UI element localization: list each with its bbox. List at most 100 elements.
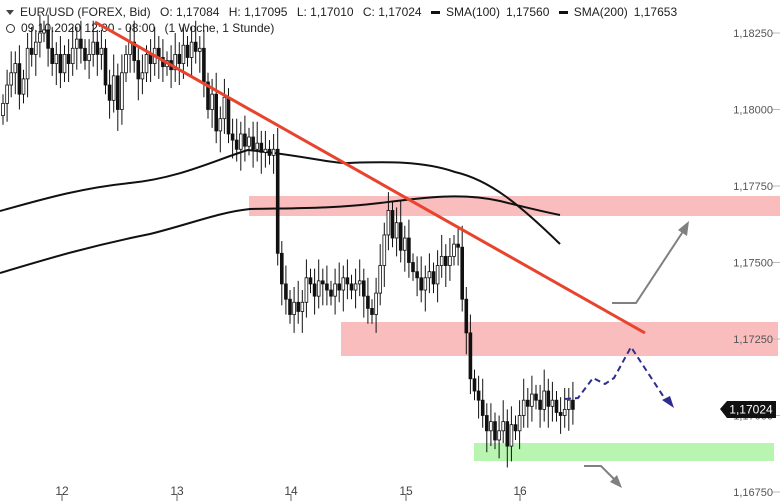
candle-body [448, 255, 452, 266]
candle-body [243, 133, 247, 147]
candle-body [29, 47, 34, 55]
candle-body [550, 399, 555, 407]
sma200-line [0, 195, 561, 274]
candle-body [34, 41, 38, 55]
candle-body [218, 118, 223, 132]
candle-body [50, 47, 54, 64]
last-price-label: 1,17024 [729, 403, 773, 417]
open-value: O: 1,17084 [160, 5, 220, 19]
candle-body [378, 265, 382, 294]
candle-body [497, 430, 501, 441]
candle-body [419, 277, 423, 291]
last-price-tag: 1,17024 [720, 401, 776, 418]
candle-body [439, 255, 444, 266]
collapse-triangle-icon[interactable] [6, 10, 14, 16]
candle-body [567, 399, 571, 410]
candle-body [435, 265, 440, 285]
candle-body [562, 408, 567, 416]
candle-body [534, 393, 538, 401]
x-tick-label: 16 [513, 484, 527, 498]
candle-body [58, 54, 63, 74]
candle-body [87, 54, 91, 61]
candle-body [230, 133, 235, 141]
candle-body [173, 54, 178, 71]
candle-body [407, 237, 411, 263]
candle-body [148, 54, 153, 64]
candle-body [234, 139, 239, 150]
candle-body [320, 280, 325, 285]
sma100-label: SMA(100) [445, 5, 500, 19]
x-tick-label: 15 [399, 484, 413, 498]
candle-body [366, 295, 370, 309]
y-tick-label: 1,17750 [733, 181, 773, 193]
candle-body [308, 277, 313, 285]
breakout-arrowhead-icon [678, 221, 689, 236]
y-tick-label: 1,18250 [733, 28, 773, 40]
candle-body [189, 41, 194, 58]
candle-body [472, 378, 477, 392]
candle-body [353, 283, 358, 291]
breakdown-arrowhead-icon [610, 475, 622, 488]
candle-body [513, 424, 518, 432]
sma100-legend-icon [430, 11, 440, 15]
candle-body [25, 47, 30, 80]
candle-body [210, 93, 214, 110]
candle-body [517, 415, 522, 432]
candle-body [83, 47, 87, 61]
candle-body [103, 47, 108, 86]
candle-body [411, 262, 415, 273]
candle-body [226, 96, 231, 135]
candle-body [337, 283, 341, 291]
candle-body [1, 102, 5, 117]
candle-body [304, 277, 309, 303]
candle-body [468, 332, 473, 380]
candle-body [62, 54, 67, 74]
candle-body [271, 148, 276, 156]
candle-body [132, 41, 137, 61]
candle-body [370, 307, 374, 315]
candle-body [177, 54, 182, 64]
candle-body [325, 283, 329, 291]
candle-body [42, 29, 46, 34]
low-value: L: 1,17010 [296, 5, 354, 19]
instrument-label: EUR/USD (FOREX, Bid) [20, 5, 151, 19]
x-tick-label: 14 [284, 484, 298, 498]
candle-body [279, 252, 284, 285]
candle-body [9, 72, 14, 86]
x-tick-label: 12 [55, 484, 69, 498]
candle-body [526, 399, 530, 407]
candle-body [214, 93, 219, 132]
candle-body [452, 243, 456, 257]
candle-body [402, 237, 407, 251]
candle-body [390, 210, 395, 239]
candle-body [464, 298, 469, 334]
candle-body [259, 142, 264, 153]
breakdown-arrow [584, 465, 616, 481]
candle-body [329, 289, 333, 297]
candle-body [538, 399, 542, 410]
chart-header: EUR/USD (FOREX, Bid) O: 1,17084 H: 1,170… [6, 5, 683, 19]
candle-body [140, 72, 145, 80]
y-tick-label: 1,17500 [733, 258, 773, 270]
candle-body [456, 243, 460, 248]
candle-body [75, 38, 79, 49]
candle-body [5, 84, 9, 104]
candle-body [361, 280, 366, 297]
candle-body [394, 222, 399, 239]
candle-body [222, 96, 227, 120]
high-value: H: 1,17095 [228, 5, 288, 19]
clock-icon [6, 24, 15, 34]
close-value: C: 1,17024 [362, 5, 422, 19]
candle-body [443, 255, 448, 266]
candle-body [357, 280, 362, 285]
breakout-arrow [612, 229, 685, 304]
candle-body [144, 54, 149, 74]
candle-body [116, 75, 120, 110]
candle-body [292, 301, 296, 315]
candle-body [554, 399, 559, 413]
candle-body [17, 63, 22, 95]
sma200-legend-icon [558, 11, 568, 15]
candle-body [99, 47, 104, 55]
candle-body [509, 424, 514, 447]
